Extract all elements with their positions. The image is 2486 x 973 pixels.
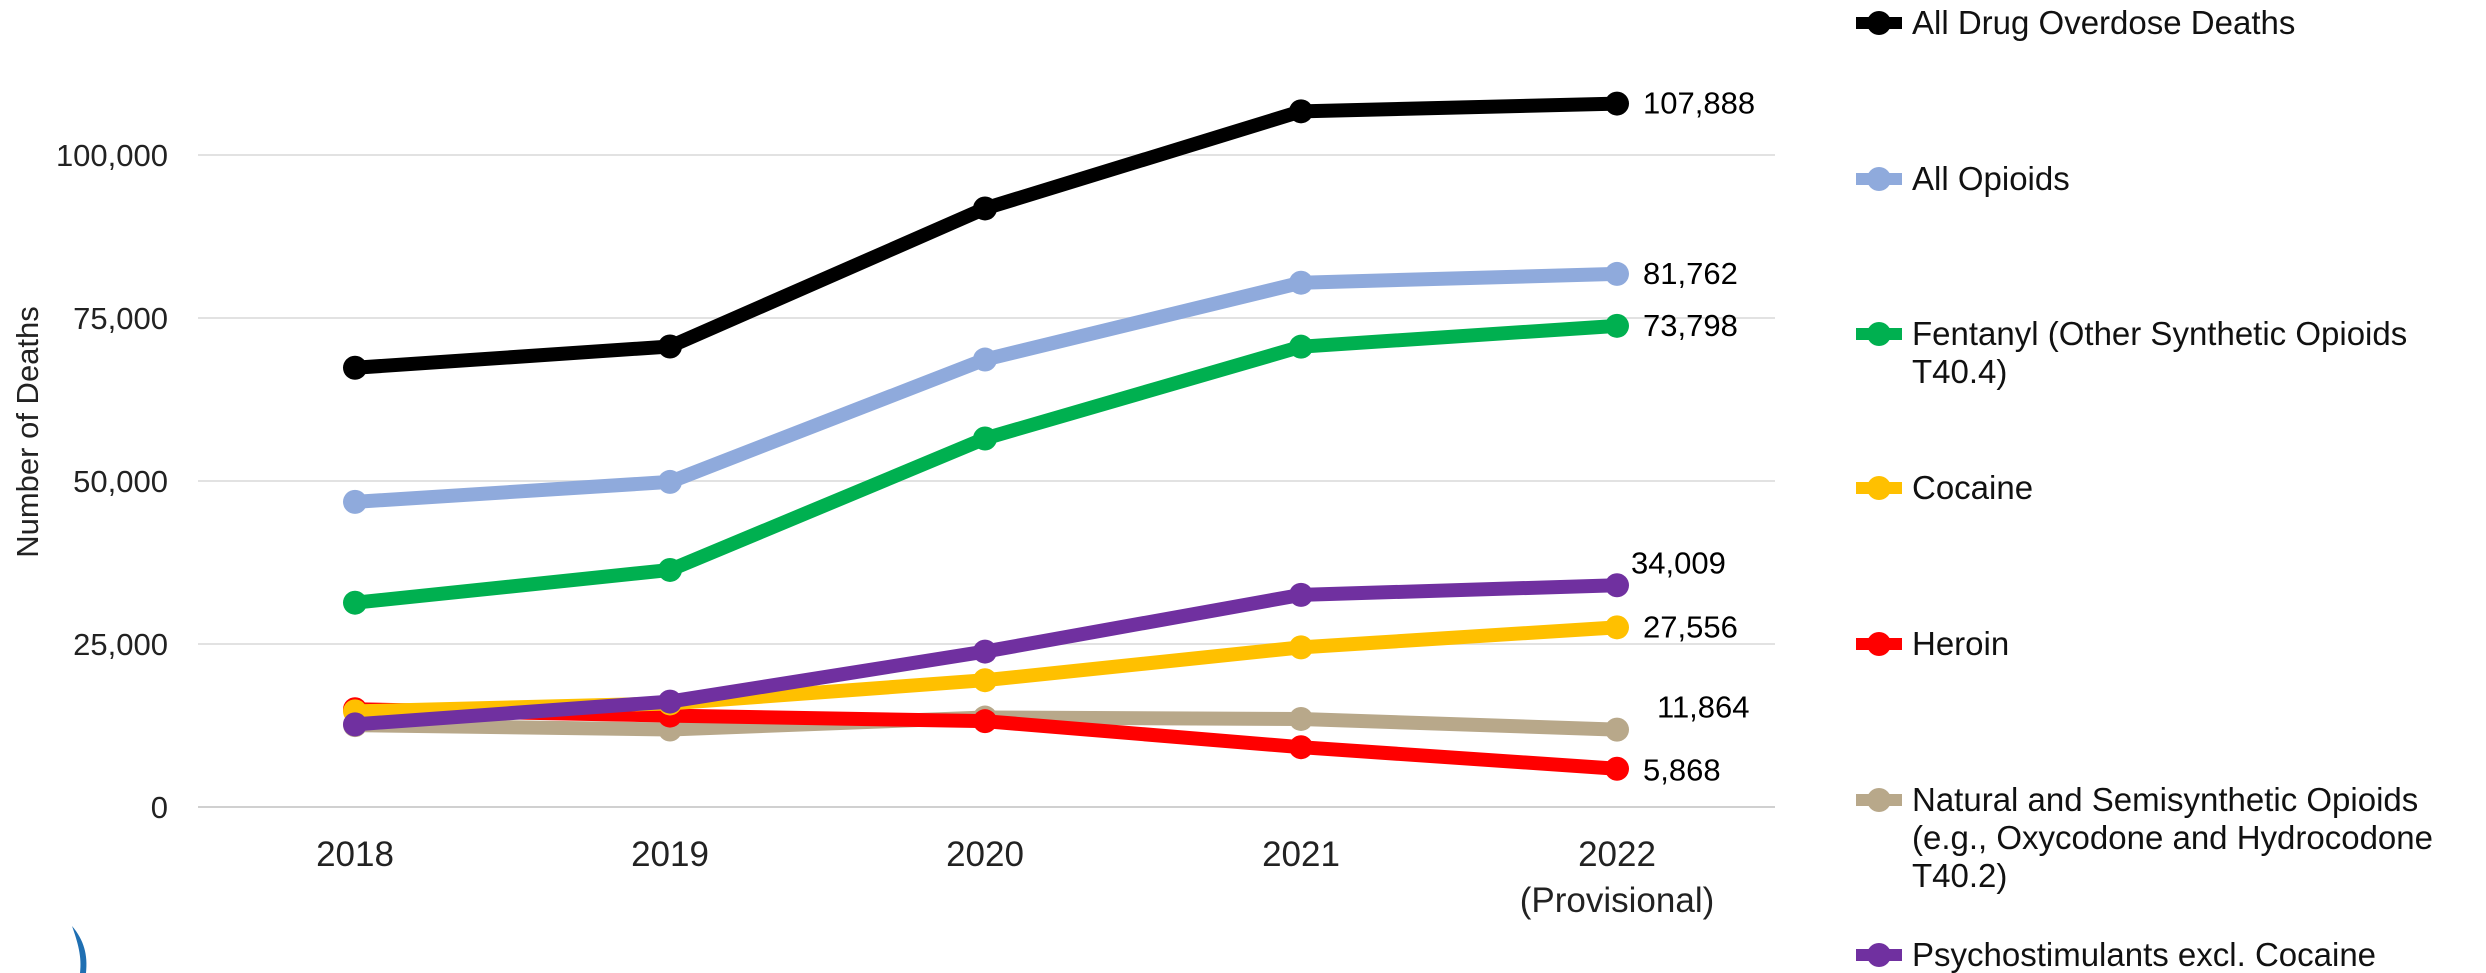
data-point [1605, 756, 1629, 781]
data-point [343, 590, 367, 615]
data-point [1605, 261, 1629, 286]
legend-swatch-marker [1867, 943, 1891, 967]
legend-swatch-marker [1867, 167, 1891, 191]
legend: All Drug Overdose Deaths All Opioids Fenta… [1856, 4, 2433, 973]
legend-swatch-marker [1867, 632, 1891, 656]
legend-label: Heroin [1912, 625, 2009, 662]
data-point [1605, 615, 1629, 640]
data-label: 107,888 [1643, 86, 1755, 121]
series-line [348, 266, 1624, 509]
data-point [1289, 99, 1313, 124]
legend-item: All Drug Overdose Deaths [1856, 4, 2295, 41]
data-point [658, 689, 682, 714]
data-point [973, 668, 997, 693]
data-point [1289, 270, 1313, 295]
gridlines [198, 154, 1775, 808]
data-point [1289, 706, 1313, 731]
data-label: 73,798 [1643, 308, 1738, 343]
y-tick-label: 50,000 [73, 464, 168, 499]
data-point [658, 557, 682, 582]
data-point [658, 334, 682, 359]
series-6 [343, 573, 1629, 737]
data-point [1289, 582, 1313, 607]
logo-fragment [72, 926, 87, 973]
data-point [973, 347, 997, 372]
data-label: 34,009 [1631, 545, 1726, 580]
data-point [1289, 735, 1313, 760]
x-tick-label: 2020 [946, 835, 1024, 874]
data-point [658, 469, 682, 494]
data-point [343, 355, 367, 380]
data-point [1605, 717, 1629, 742]
legend-item: All Opioids [1856, 160, 2070, 197]
legend-item: Fentanyl (Other Synthetic Opioids T40.4) [1856, 315, 2407, 390]
data-labels: 107,888 81,762 73,798 27,556 5,868 11,864 34,0… [1631, 86, 1755, 788]
x-tick-label: 2022 [1578, 835, 1656, 874]
data-point [973, 196, 997, 221]
legend-label: Natural and Semisynthetic Opioids (e.g., … [1912, 781, 2433, 894]
legend-item: Heroin [1856, 625, 2009, 662]
data-label: 27,556 [1643, 609, 1738, 644]
data-point [1605, 91, 1629, 116]
data-label: 81,762 [1643, 256, 1738, 291]
legend-label: Cocaine [1912, 469, 2033, 506]
series-lines [343, 91, 1629, 781]
data-point [1289, 334, 1313, 359]
legend-swatch-marker [1867, 476, 1891, 500]
x-tick-sublabel: (Provisional) [1520, 881, 1715, 920]
data-point [343, 489, 367, 514]
y-tick-label: 25,000 [73, 627, 168, 662]
legend-label: Psychostimulants excl. Cocaine [1912, 936, 2376, 973]
series-line [348, 96, 1624, 375]
x-tick-label: 2019 [631, 835, 709, 874]
legend-label: Fentanyl (Other Synthetic Opioids T40.4) [1912, 315, 2407, 390]
legend-label: All Opioids [1912, 160, 2070, 197]
series-1 [343, 261, 1629, 514]
data-point [1605, 573, 1629, 598]
data-point [973, 709, 997, 734]
x-tick-label: 2021 [1262, 835, 1340, 874]
series-0 [343, 91, 1629, 380]
series-2 [343, 313, 1629, 615]
legend-item: Psychostimulants excl. Cocaine [1856, 936, 2376, 973]
x-tick-label: 2018 [316, 835, 394, 874]
data-label: 5,868 [1643, 753, 1721, 788]
legend-item: Cocaine [1856, 469, 2033, 506]
data-point [343, 712, 367, 737]
data-label: 11,864 [1657, 690, 1750, 725]
data-point [973, 426, 997, 451]
legend-label: All Drug Overdose Deaths [1912, 4, 2295, 41]
y-axis-label: Number of Deaths [10, 306, 45, 558]
data-point [1289, 635, 1313, 660]
legend-swatch-marker [1867, 788, 1891, 812]
legend-swatch-marker [1867, 11, 1891, 35]
data-point [1605, 313, 1629, 338]
y-tick-label: 0 [151, 790, 168, 825]
legend-swatch-marker [1867, 322, 1891, 346]
y-tick-label: 75,000 [73, 301, 168, 336]
axes: 0 25,000 50,000 75,000 100,000 2018 2019 2020 20… [56, 138, 1714, 920]
y-tick-label: 100,000 [56, 138, 168, 173]
data-point [973, 639, 997, 664]
legend-item: Natural and Semisynthetic Opioids (e.g., … [1856, 781, 2433, 894]
